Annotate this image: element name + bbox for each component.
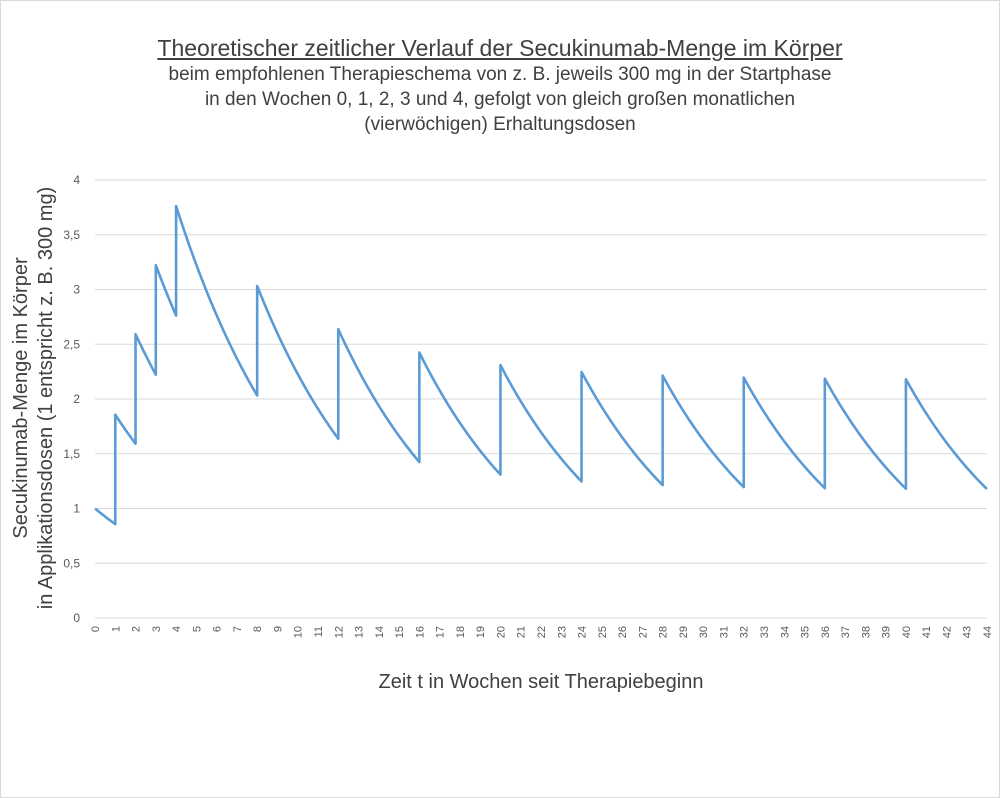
x-tick-label: 43	[962, 626, 974, 638]
x-tick-label: 27	[637, 626, 649, 638]
x-tick-label: 37	[840, 626, 852, 638]
x-tick-label: 20	[495, 626, 507, 638]
x-tick-label: 10	[293, 626, 305, 638]
x-tick-label: 18	[455, 626, 467, 638]
y-tick-label: 3,5	[63, 228, 80, 242]
gridlines	[95, 179, 987, 619]
x-tick-label: 30	[698, 626, 710, 638]
title-block: Theoretischer zeitlicher Verlauf der Sec…	[0, 34, 1000, 137]
x-tick-label: 9	[272, 626, 284, 632]
x-tick-label: 41	[921, 626, 933, 638]
y-tick-label: 1,5	[63, 447, 80, 461]
y-tick-label: 2,5	[63, 337, 80, 351]
x-tick-label: 0	[90, 626, 102, 632]
x-tick-label: 1	[110, 626, 122, 632]
subtitle-line-2: in den Wochen 0, 1, 2, 3 und 4, gefolgt …	[204, 89, 796, 110]
x-tick-label: 39	[881, 626, 893, 638]
chart-title: Theoretischer zeitlicher Verlauf der Sec…	[157, 35, 843, 61]
x-tick-label: 32	[739, 626, 751, 638]
x-tick-label: 14	[374, 626, 386, 638]
x-tick-label: 12	[333, 626, 345, 638]
x-tick-label: 33	[759, 626, 771, 638]
y-tick-label: 1	[73, 502, 80, 516]
x-tick-label: 25	[597, 626, 609, 638]
x-tick-label: 40	[901, 626, 913, 638]
x-axis-label: Zeit t in Wochen seit Therapiebeginn	[378, 671, 703, 693]
x-tick-label: 13	[354, 626, 366, 638]
x-tick-label: 15	[394, 626, 406, 638]
y-axis-label-line-2: in Applikationsdosen (1 entspricht z. B.…	[35, 187, 57, 609]
x-tick-label: 2	[131, 626, 143, 632]
x-axis-ticks: 0 1 2 3 4 5 6 7 8 9 10 11 12 13 14 15 16 17 18 19 20 21 22 23 24…	[90, 626, 994, 638]
y-axis-label-line-1: Secukinumab-Menge im Körper	[10, 257, 32, 539]
x-tick-label: 19	[475, 626, 487, 638]
x-tick-label: 42	[941, 626, 953, 638]
x-tick-label: 16	[414, 626, 426, 638]
subtitle-line-3: (vierwöchigen) Erhaltungsdosen	[364, 114, 636, 135]
y-axis-ticks: 0 0,5 1 1,5 2 2,5 3 3,5 4	[63, 173, 80, 625]
x-tick-label: 34	[779, 626, 791, 638]
x-tick-label: 8	[252, 626, 264, 632]
x-tick-label: 21	[516, 626, 528, 638]
x-tick-label: 23	[556, 626, 568, 638]
x-tick-label: 5	[191, 626, 203, 632]
y-tick-label: 0	[73, 611, 80, 625]
x-tick-label: 28	[658, 626, 670, 638]
x-tick-label: 11	[313, 626, 325, 637]
x-tick-label: 26	[617, 626, 629, 638]
x-tick-label: 44	[982, 626, 994, 638]
x-tick-label: 24	[577, 626, 589, 638]
x-tick-label: 17	[435, 626, 447, 638]
x-tick-label: 4	[171, 626, 183, 632]
x-tick-label: 3	[151, 626, 163, 632]
series-line	[94, 204, 988, 526]
subtitle-line-1: beim empfohlenen Therapieschema von z. B…	[168, 64, 832, 85]
x-tick-label: 31	[718, 626, 730, 638]
y-tick-label: 0,5	[63, 556, 80, 570]
x-tick-label: 36	[820, 626, 832, 638]
y-tick-label: 3	[73, 283, 80, 297]
y-tick-label: 2	[73, 392, 80, 406]
x-tick-label: 35	[800, 626, 812, 638]
x-tick-label: 7	[232, 626, 244, 632]
x-tick-label: 29	[678, 626, 690, 638]
y-tick-label: 4	[73, 173, 80, 187]
series-group	[94, 204, 988, 526]
x-tick-label: 6	[212, 626, 224, 632]
x-tick-label: 22	[536, 626, 548, 638]
x-tick-label: 38	[860, 626, 872, 638]
